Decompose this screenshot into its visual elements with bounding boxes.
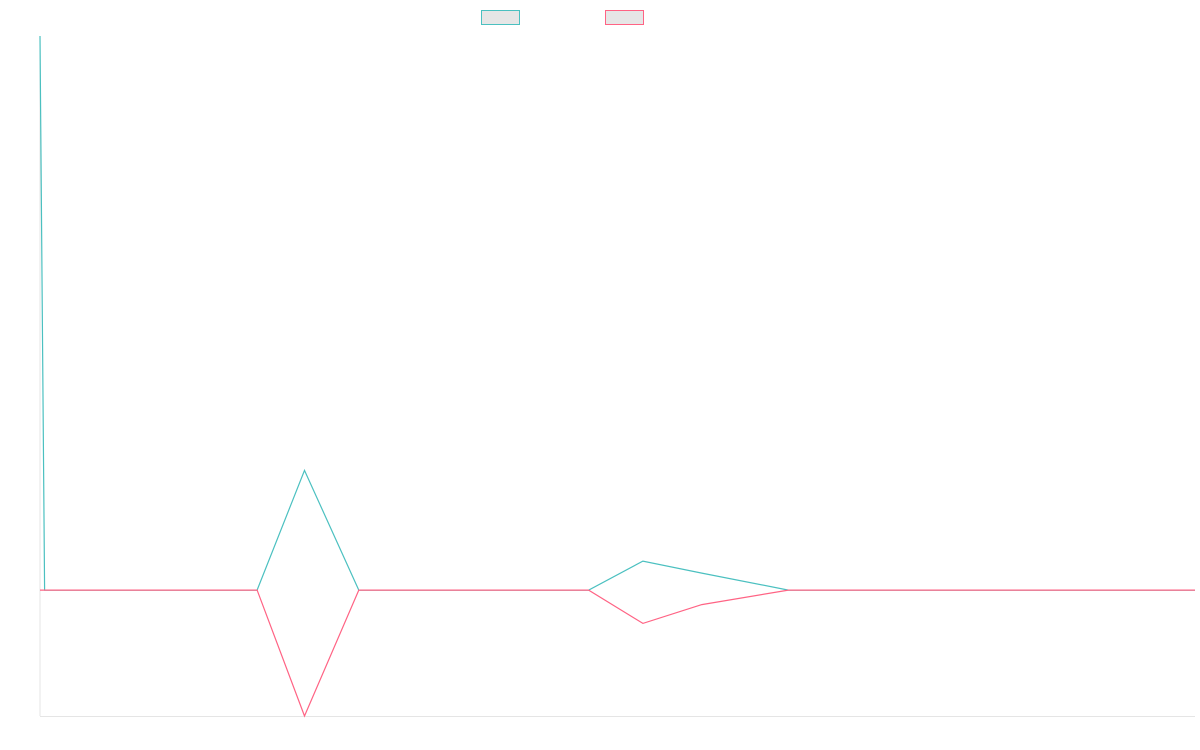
- series-line-2: [40, 589, 1195, 718]
- legend-swatch-series-1[interactable]: [481, 10, 520, 25]
- legend-swatch-series-2[interactable]: [605, 10, 644, 25]
- series-line-1: [39, 35, 1195, 591]
